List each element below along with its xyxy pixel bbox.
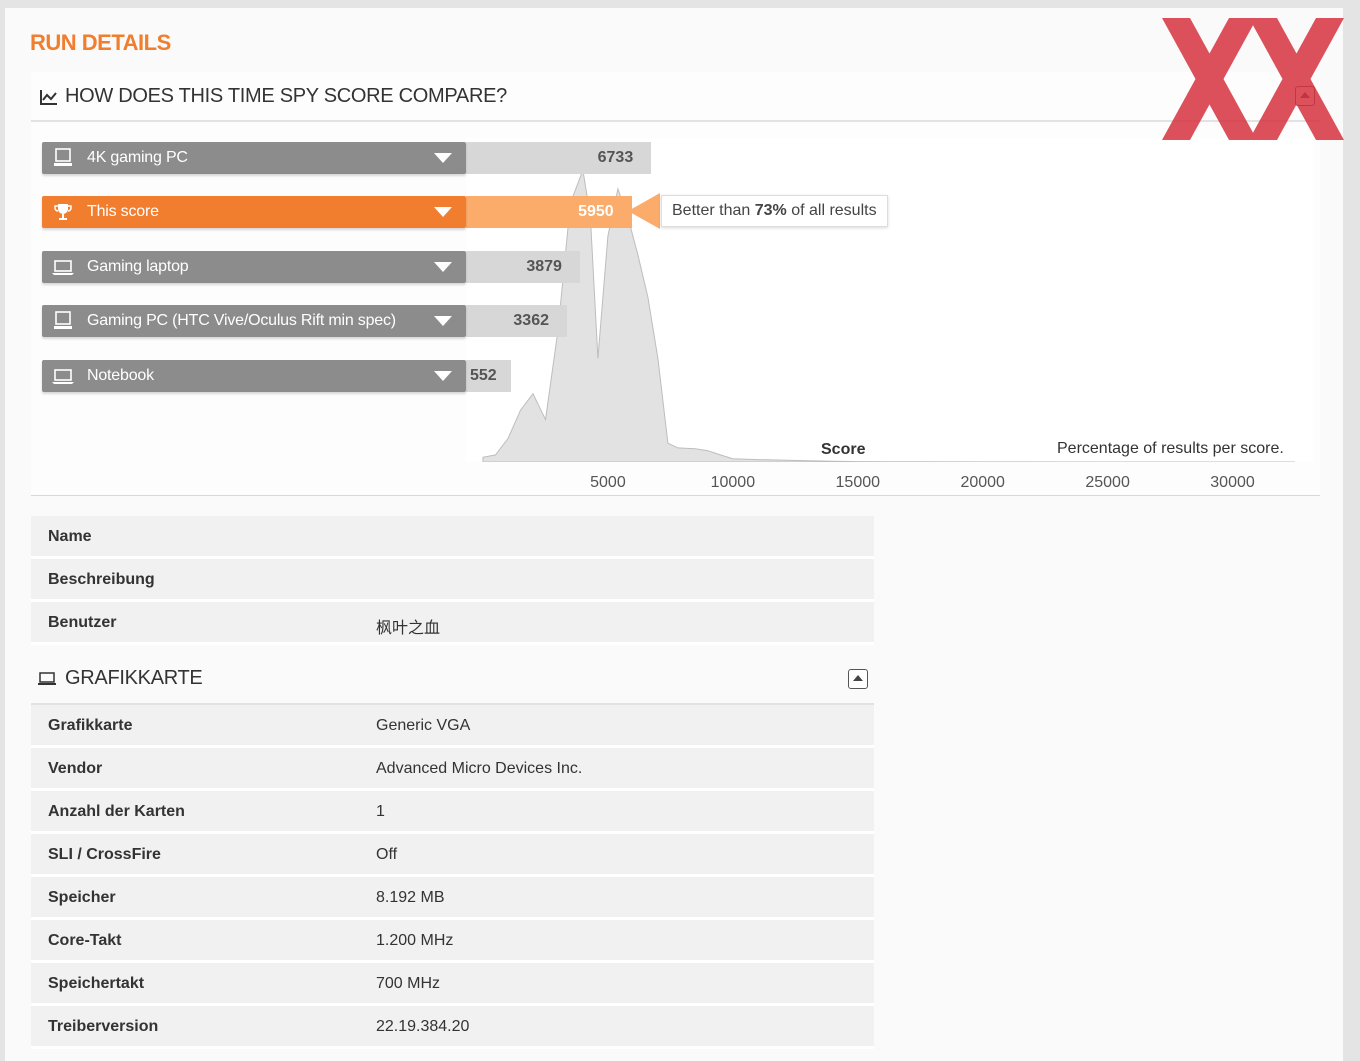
tooltip-suffix: of all results <box>786 202 877 219</box>
info-row: Treiberversion 22.19.384.20 <box>31 1006 874 1049</box>
bar-label-box[interactable]: Gaming PC (HTC Vive/Oculus Rift min spec… <box>42 305 466 337</box>
bar-score-value: 5950 <box>578 203 614 220</box>
graphics-title: GRAFIKKARTE <box>65 667 203 689</box>
info-value: 700 MHz <box>376 975 441 992</box>
score-compare-panel: HOW DOES THIS TIME SPY SCORE COMPARE? 67… <box>31 72 1320 496</box>
score-pointer <box>628 193 660 229</box>
info-row: Anzahl der Karten 1 <box>31 791 874 834</box>
dropdown-caret-icon[interactable] <box>434 316 452 326</box>
info-row: Beschreibung <box>31 559 874 602</box>
bar-score-value: 3362 <box>513 312 549 329</box>
x-tick-label: 10000 <box>710 474 756 491</box>
x-tick-label: 30000 <box>1210 474 1255 491</box>
info-key: Anzahl der Karten <box>48 803 185 820</box>
info-row: Speichertakt 700 MHz <box>31 963 874 1006</box>
bar-score-value: 552 <box>470 367 497 384</box>
info-key: Benutzer <box>48 614 117 631</box>
info-key: Treiberversion <box>48 1018 159 1035</box>
info-key: Speichertakt <box>48 975 145 992</box>
graphics-info-table: Grafikkarte Generic VGA Vendor Advanced Mic… <box>31 705 874 1049</box>
x-axis-title: Score <box>821 441 866 458</box>
bar-label-box[interactable]: This score <box>42 196 466 228</box>
info-value: 枫叶之血 <box>376 620 441 637</box>
info-key: SLI / CrossFire <box>48 846 161 863</box>
info-row: Name <box>31 516 874 559</box>
x-tick-label: 5000 <box>590 474 626 491</box>
desktop-icon <box>52 148 74 168</box>
bar-label: Gaming laptop <box>87 258 189 275</box>
compare-title: HOW DOES THIS TIME SPY SCORE COMPARE? <box>65 85 507 107</box>
info-row: Benutzer 枫叶之血 <box>31 602 874 645</box>
compare-header: HOW DOES THIS TIME SPY SCORE COMPARE? <box>31 72 1320 122</box>
percentile-tooltip: Better than 73% of all results <box>661 195 888 227</box>
info-row: SLI / CrossFire Off <box>31 834 874 877</box>
line-chart-icon <box>40 90 57 105</box>
laptop-icon <box>52 257 74 277</box>
info-value: Advanced Micro Devices Inc. <box>376 760 583 777</box>
monitor-icon <box>38 672 56 685</box>
page: RUN DETAILS HOW DOES THIS TIME SPY SCORE… <box>5 8 1343 1061</box>
info-key: Speicher <box>48 889 116 906</box>
tooltip-prefix: Better than <box>672 202 755 219</box>
bar-label: Gaming PC (HTC Vive/Oculus Rift min spec… <box>87 312 396 329</box>
bar-label-box[interactable]: Notebook <box>42 360 466 392</box>
distribution-area <box>482 168 1295 462</box>
watermark-logo <box>1162 18 1344 140</box>
info-key: Beschreibung <box>48 571 155 588</box>
info-key: Name <box>48 528 92 545</box>
dropdown-caret-icon[interactable] <box>434 207 452 217</box>
collapse-graphics-button[interactable] <box>848 669 868 689</box>
x-tick-label: 20000 <box>960 474 1005 491</box>
info-value: Off <box>376 846 398 863</box>
info-row: Grafikkarte Generic VGA <box>31 705 874 748</box>
graphics-section-header: GRAFIKKARTE <box>31 653 874 705</box>
bar-label-box[interactable]: 4K gaming PC <box>42 142 466 174</box>
bar-label-box[interactable]: Gaming laptop <box>42 251 466 283</box>
info-row: Core-Takt 1.200 MHz <box>31 920 874 963</box>
bar-label: 4K gaming PC <box>87 149 188 166</box>
info-key: Core-Takt <box>48 932 122 949</box>
dropdown-caret-icon[interactable] <box>434 262 452 272</box>
info-value: 8.192 MB <box>376 889 445 906</box>
bar-label: Notebook <box>87 367 154 384</box>
bar-score-value: 3879 <box>526 258 562 275</box>
bar-value-box: 3879 <box>466 251 580 283</box>
bar-value-box: 6733 <box>466 142 652 174</box>
laptop-icon <box>52 366 74 386</box>
distribution-note: Percentage of results per score. <box>1057 440 1284 457</box>
bar-value-box: 5950 <box>466 196 632 228</box>
info-value: 1.200 MHz <box>376 932 454 949</box>
distribution-svg <box>482 168 1295 462</box>
info-value: 22.19.384.20 <box>376 1018 470 1035</box>
dropdown-caret-icon[interactable] <box>434 371 452 381</box>
bar-score-value: 6733 <box>597 149 634 166</box>
trophy-icon <box>52 202 74 222</box>
dropdown-caret-icon[interactable] <box>434 153 452 163</box>
x-tick-label: 15000 <box>835 474 881 491</box>
bar-value-box: 3362 <box>466 305 567 337</box>
run-details-title: RUN DETAILS <box>30 30 171 55</box>
info-row: Vendor Advanced Micro Devices Inc. <box>31 748 874 791</box>
x-tick-label: 25000 <box>1085 474 1130 491</box>
general-info-table: Name Beschreibung Benutzer 枫叶之血 <box>31 516 874 645</box>
info-key: Grafikkarte <box>48 717 133 734</box>
info-row: Speicher 8.192 MB <box>31 877 874 920</box>
distribution-chart <box>466 138 1313 462</box>
bar-label: This score <box>87 203 159 220</box>
info-key: Vendor <box>48 760 103 777</box>
info-value: Generic VGA <box>376 717 471 734</box>
tooltip-percent: 73% <box>754 202 787 219</box>
bar-value-box: 552 <box>466 360 511 392</box>
info-value: 1 <box>376 803 385 820</box>
desktop-icon <box>52 311 74 331</box>
